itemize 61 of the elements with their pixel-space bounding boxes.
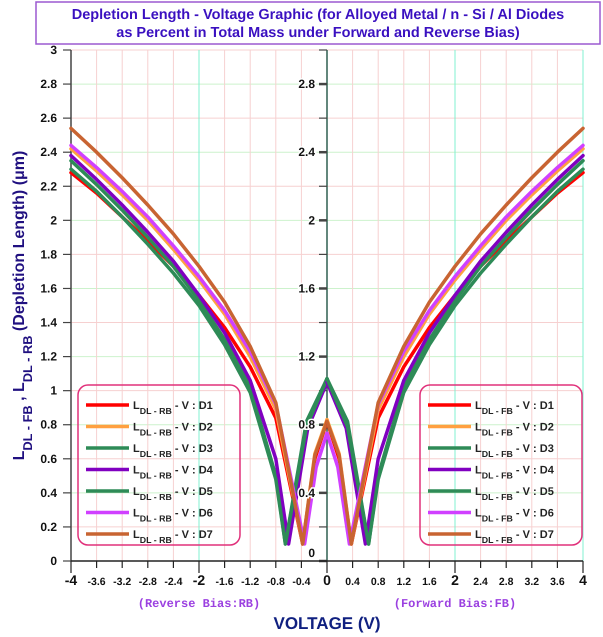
legend-label: L$_{DL - FB}$ - V : D4 (475, 464, 555, 480)
legend-label: L$_{DL - RB}$ - V : D5 (133, 486, 213, 502)
x-tick-label: -1.6 (216, 576, 234, 588)
x-tick-label: 1.6 (422, 576, 437, 588)
x-tick-label: 2.8 (498, 576, 514, 588)
y-tick-label: 2.8 (40, 77, 58, 92)
x-tick-label: -2.8 (138, 576, 158, 588)
y2-tick-label: 2 (308, 213, 316, 228)
x-tick-label: 0.4 (345, 576, 360, 588)
x-tick-label: -2 (192, 572, 206, 588)
x-tick-label: -2.4 (164, 576, 183, 588)
x-tick-label: 1.2 (396, 576, 412, 588)
legend-label: L$_{DL - RB}$ - V : D1 (133, 400, 213, 416)
y2-tick-label: 1.2 (298, 350, 316, 364)
text: (Reverse Bias:RB) (138, 597, 260, 611)
legend-label: L$_{DL - RB}$ - V : D4 (133, 464, 214, 480)
x-tick-label: -1.2 (241, 576, 260, 588)
legend-label: L$_{DL - RB}$ - V : D7 (133, 529, 213, 545)
y-tick-label: 1.2 (40, 350, 58, 364)
y-tick-label: 0.6 (40, 452, 58, 466)
y-tick-label: 0.4 (40, 486, 58, 500)
y-tick-label: 1.8 (40, 247, 58, 262)
x-tick-label: 0.8 (370, 576, 386, 588)
legend-label: L$_{DL - FB}$ - V : D1 (475, 400, 554, 416)
legend-label: L$_{DL - FB}$ - V : D3 (475, 443, 554, 459)
legend-label: L$_{DL - FB}$ - V : D5 (475, 486, 554, 502)
y-tick-label: 1.4 (40, 316, 58, 330)
legend-label: L$_{DL - FB}$ - V : D6 (475, 508, 554, 524)
x-tick-label: 2.4 (473, 576, 488, 588)
x-tick-label: 0 (323, 572, 332, 588)
x-tick-label: -4 (64, 572, 78, 588)
x-tick-label: 3.2 (524, 576, 540, 588)
x-tick-label: 3.6 (550, 576, 565, 588)
x-tick-label: -0.4 (292, 576, 311, 588)
x-tick-label: 2 (451, 572, 460, 588)
y-tick-label: 1.6 (40, 281, 58, 296)
y-tick-label: 2 (50, 213, 58, 228)
text: (Forward Bias:FB) (394, 597, 516, 611)
x-tick-label: -0.8 (266, 576, 286, 588)
legend-label: L$_{DL - RB}$ - V : D3 (133, 443, 213, 459)
legend-label: L$_{DL - FB}$ - V : D2 (475, 422, 554, 438)
y-tick-label: 0.2 (40, 520, 58, 534)
y2-tick-label: 1.6 (298, 281, 316, 296)
y-tick-label: 2.2 (40, 179, 58, 194)
y-tick-label: 1 (50, 384, 58, 398)
y2-tick-label: 2.8 (298, 77, 316, 92)
legend-label: L$_{DL - RB}$ - V : D2 (133, 422, 213, 438)
x-tick-label: -3.6 (88, 576, 106, 588)
y-tick-label: 3 (50, 43, 58, 57)
x-tick-label: -3.2 (113, 576, 132, 588)
y2-tick-label: 2.4 (298, 145, 316, 160)
y-tick-label: 2.4 (40, 145, 58, 160)
legend-label: L$_{DL - FB}$ - V : D7 (475, 529, 554, 545)
y-tick-label: 2.6 (40, 111, 58, 126)
chart-title: Depletion Length - Voltage Graphic (for Alloyed Metal / n - Si / Al Diodes as Percent in Total Mass under Forward and Reverse Bias) (72, 7, 564, 41)
y2-tick-label: 0 (308, 546, 316, 560)
y-tick-label: 0 (50, 554, 58, 568)
legend-label: L$_{DL - RB}$ - V : D6 (133, 508, 213, 524)
x-axis-title: VOLTAGE (V) (273, 614, 381, 633)
x-tick-label: 4 (579, 572, 588, 588)
y-tick-label: 0.8 (40, 418, 58, 432)
